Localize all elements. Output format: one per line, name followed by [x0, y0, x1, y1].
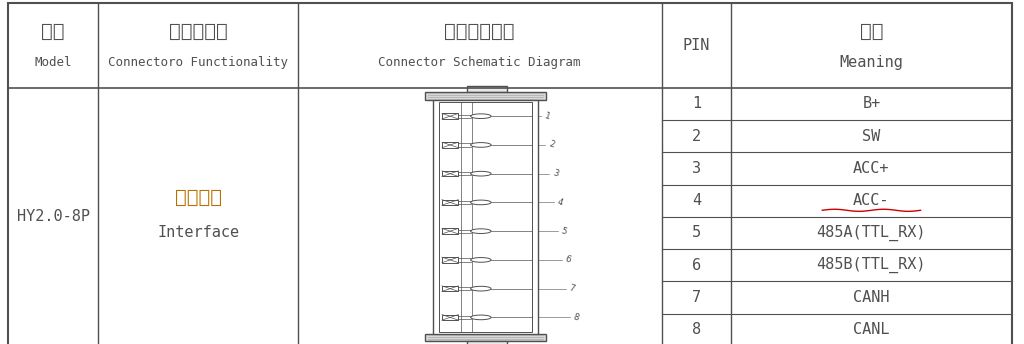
Text: 1: 1	[692, 96, 700, 111]
Text: 8: 8	[692, 322, 700, 337]
Ellipse shape	[471, 200, 492, 205]
Text: 含义: 含义	[860, 22, 883, 41]
Bar	[442, 286, 459, 291]
Text: 3: 3	[552, 169, 559, 179]
Text: 型号: 型号	[42, 22, 65, 41]
Text: HY2.0-8P: HY2.0-8P	[16, 209, 90, 224]
Text: Meaning: Meaning	[840, 55, 903, 70]
Text: B+: B+	[862, 96, 881, 111]
Text: 6: 6	[692, 258, 700, 273]
Ellipse shape	[471, 229, 492, 234]
Ellipse shape	[471, 258, 492, 262]
Text: 3: 3	[692, 161, 700, 176]
Bar	[467, 341, 507, 344]
Text: 接插件功能: 接插件功能	[169, 22, 227, 41]
Bar	[442, 200, 459, 205]
Text: 接插件示意图: 接插件示意图	[444, 22, 515, 41]
Text: 1: 1	[544, 111, 551, 121]
Bar	[442, 228, 459, 234]
Text: 485A(TTL_RX): 485A(TTL_RX)	[817, 225, 926, 241]
Bar	[425, 334, 547, 341]
Text: 4: 4	[692, 193, 700, 208]
Ellipse shape	[471, 114, 492, 119]
Bar	[439, 102, 532, 332]
Bar	[442, 114, 459, 119]
Text: 2: 2	[692, 129, 700, 144]
Text: Interface: Interface	[157, 225, 240, 240]
Text: 5: 5	[692, 225, 700, 240]
Text: CANL: CANL	[853, 322, 890, 337]
Text: 485B(TTL_RX): 485B(TTL_RX)	[817, 257, 926, 273]
Text: Connector Schematic Diagram: Connector Schematic Diagram	[379, 56, 581, 69]
Text: SW: SW	[862, 129, 881, 144]
Bar	[425, 92, 547, 100]
Text: CANH: CANH	[853, 290, 890, 305]
Bar	[442, 142, 459, 148]
Text: 7: 7	[692, 290, 700, 305]
Bar	[442, 315, 459, 320]
Text: Connectoro Functionality: Connectoro Functionality	[109, 56, 288, 69]
Text: 4: 4	[556, 197, 563, 207]
Ellipse shape	[471, 171, 492, 176]
Text: PIN: PIN	[683, 38, 710, 53]
Text: Model: Model	[35, 56, 72, 69]
Text: 5: 5	[560, 226, 567, 236]
Text: ACC+: ACC+	[853, 161, 890, 176]
Bar	[442, 171, 459, 176]
Ellipse shape	[471, 143, 492, 147]
Bar	[467, 86, 507, 92]
Ellipse shape	[471, 286, 492, 291]
Text: 6: 6	[564, 255, 571, 265]
Text: 8: 8	[572, 312, 580, 322]
Text: 7: 7	[568, 283, 575, 294]
Text: 2: 2	[548, 140, 555, 150]
Text: ACC-: ACC-	[853, 193, 890, 208]
Bar	[433, 100, 539, 334]
Text: 通讯接口: 通讯接口	[175, 189, 221, 207]
Ellipse shape	[471, 315, 492, 320]
Bar	[442, 257, 459, 263]
